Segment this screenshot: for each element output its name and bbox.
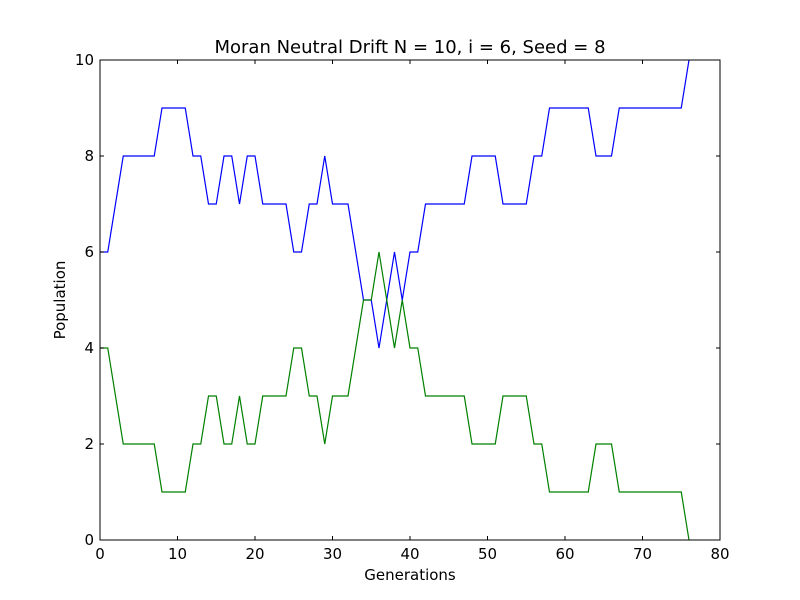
y-axis-title: Population (51, 261, 69, 340)
x-tick-label: 70 (633, 545, 652, 563)
tick-layer: 0 10 20 30 40 50 60 70 80 0 2 4 6 8 10 (75, 51, 730, 563)
y-tick-label: 6 (84, 243, 94, 261)
x-tick-label: 60 (555, 545, 574, 563)
y-tick-label: 0 (84, 531, 94, 549)
x-tick-label: 20 (245, 545, 264, 563)
series-layer (100, 59, 690, 541)
x-tick-label: 80 (710, 545, 729, 563)
y-tick-label: 10 (75, 51, 94, 69)
x-tick-label: 0 (95, 545, 105, 563)
y-tick-label: 2 (84, 435, 94, 453)
y-tick-label: 8 (84, 147, 94, 165)
chart-title: Moran Neutral Drift N = 10, i = 6, Seed … (214, 37, 605, 58)
plot-frame (99, 59, 721, 541)
x-axis-title: Generations (364, 566, 456, 584)
x-tick-label: 40 (400, 545, 419, 563)
x-tick-label: 10 (168, 545, 187, 563)
series-line-1 (100, 59, 690, 349)
y-tick-label: 4 (84, 339, 94, 357)
x-tick-label: 30 (323, 545, 342, 563)
x-tick-label: 50 (478, 545, 497, 563)
series-line-2 (100, 251, 690, 541)
